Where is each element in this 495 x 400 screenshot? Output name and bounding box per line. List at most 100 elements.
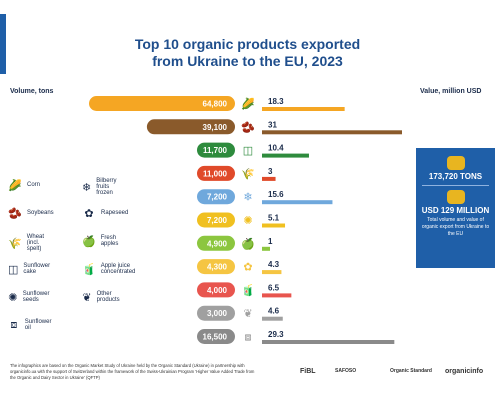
value-bar [262, 293, 292, 298]
volume-bar [197, 259, 235, 275]
volume-label: 7,200 [207, 216, 228, 225]
value-label: 15.6 [268, 190, 284, 199]
summary-caption: Total volume and value of organic export… [421, 217, 490, 237]
volume-label: 4,900 [207, 239, 228, 248]
sunflower-cake-icon: ◫ [8, 263, 19, 276]
legend-label: Rapeseed [101, 210, 129, 216]
legend-item: ⧈ Sunflower oil [8, 318, 54, 332]
legend-label: Sunflower seeds [22, 291, 50, 303]
legend-item: ❦ Other products [82, 290, 124, 304]
legend-item: 🌽 Corn [8, 178, 40, 192]
wheat-icon: 🌾 [241, 167, 255, 180]
volume-bar [197, 305, 235, 321]
legend-label: Fresh apples [100, 235, 119, 247]
coins-icon [446, 190, 465, 204]
summary-box: 173,720 TONS USD 129 MILLION Total volum… [416, 148, 495, 268]
volume-label: 4,000 [207, 286, 228, 295]
legend-item: ✺ Sunflower seeds [8, 290, 54, 304]
bilberry-icon: ❄ [243, 192, 252, 204]
value-bar [262, 107, 345, 111]
logo-fibl: FiBL [300, 368, 316, 375]
value-bar [262, 200, 333, 205]
value-bar [262, 270, 282, 275]
money-bag-icon [446, 156, 465, 170]
value-bar [262, 153, 309, 158]
volume-label: 11,000 [203, 169, 228, 178]
title-line-2: from Ukraine to the EU, 2023 [152, 53, 343, 69]
legend-label: Wheat (incl. spelt) [26, 234, 45, 252]
other-products-icon: ❦ [82, 291, 92, 304]
legend-label: Soybeans [27, 210, 54, 216]
value-label: 31 [268, 120, 277, 129]
volume-bar [197, 165, 235, 181]
apple-juice-icon: 🧃 [241, 284, 255, 297]
corn-icon: 🌽 [241, 97, 255, 111]
volume-bar [89, 96, 235, 111]
title-line-1: Top 10 organic products exported [134, 36, 361, 52]
rapeseed-icon: ✿ [84, 207, 94, 220]
volume-label: 16,500 [203, 333, 228, 342]
legend-label: Bilberry fruits frozen [96, 178, 117, 196]
value-axis-label: Value, million USD [420, 88, 482, 95]
rapeseed-icon: ✿ [243, 262, 252, 274]
value-label: 3 [268, 167, 273, 176]
logo-organicinfo: organicinfo [445, 368, 484, 375]
summary-tons: 173,720 TONS [428, 172, 483, 181]
volume-label: 64,800 [203, 100, 228, 109]
value-label: 1 [268, 237, 273, 246]
legend-item: 🍏 Fresh apples [82, 234, 119, 248]
volume-bar [197, 142, 235, 158]
legend-item: 🌾 Wheat (incl. spelt) [8, 234, 44, 252]
value-label: 4.3 [268, 260, 280, 269]
legend-label: Apple juice concentrated [100, 263, 136, 275]
sunflower-oil-icon: ⧈ [245, 332, 252, 344]
value-bar [262, 340, 395, 344]
volume-bar [197, 235, 235, 251]
volume-label: 7,200 [207, 193, 228, 202]
left-accent-bar [0, 14, 6, 74]
soybean-icon: 🫘 [241, 120, 255, 134]
footer-note: The infographics are based on the Organi… [10, 363, 255, 380]
summary-divider [422, 185, 489, 186]
corn-icon: 🌽 [8, 179, 22, 192]
wheat-icon: 🌾 [8, 237, 22, 250]
volume-bar [197, 189, 235, 205]
value-bar [262, 246, 270, 251]
volume-label: 4,300 [207, 263, 228, 272]
summary-usd: USD 129 MILLION [421, 206, 490, 215]
sunflower-oil-icon: ⧈ [10, 318, 18, 331]
volume-axis-label: Volume, tons [10, 88, 54, 95]
legend-label: Other products [96, 291, 120, 303]
volume-label: 11,700 [203, 146, 228, 155]
value-bar [262, 130, 402, 135]
apple-juice-icon: 🧃 [82, 263, 96, 276]
value-label: 18.3 [268, 97, 284, 106]
value-label: 4.6 [268, 307, 280, 316]
legend-item: 🫘 Soybeans [8, 206, 54, 220]
sunflower-cake-icon: ◫ [243, 145, 253, 157]
value-label: 5.1 [268, 214, 280, 223]
value-bar [262, 176, 276, 181]
soybean-icon: 🫘 [8, 207, 22, 220]
value-label: 29.3 [268, 330, 284, 339]
volume-bar [197, 329, 235, 344]
legend-item: 🧃 Apple juice concentrated [82, 262, 136, 276]
value-label: 6.5 [268, 283, 280, 292]
value-bar [262, 223, 286, 228]
chart-title: Top 10 organic products exported from Uk… [0, 36, 495, 70]
volume-bar [146, 119, 235, 135]
apple-icon: 🍏 [241, 237, 255, 250]
legend-label: Sunflower cake [23, 263, 51, 275]
value-bar [262, 316, 283, 321]
sunflower-seeds-icon: ✺ [8, 291, 18, 304]
volume-bar [197, 212, 235, 228]
logo-organic-standard: Organic Standard [390, 368, 432, 374]
bilberry-icon: ❄ [82, 181, 92, 194]
legend-label: Corn [27, 182, 41, 188]
volume-bar [197, 282, 235, 298]
legend-item: ❄ Bilberry fruits frozen [82, 178, 121, 196]
value-label: 10.4 [268, 144, 284, 153]
sunflower-seeds-icon: ✺ [243, 215, 252, 227]
apple-icon: 🍏 [82, 235, 96, 248]
